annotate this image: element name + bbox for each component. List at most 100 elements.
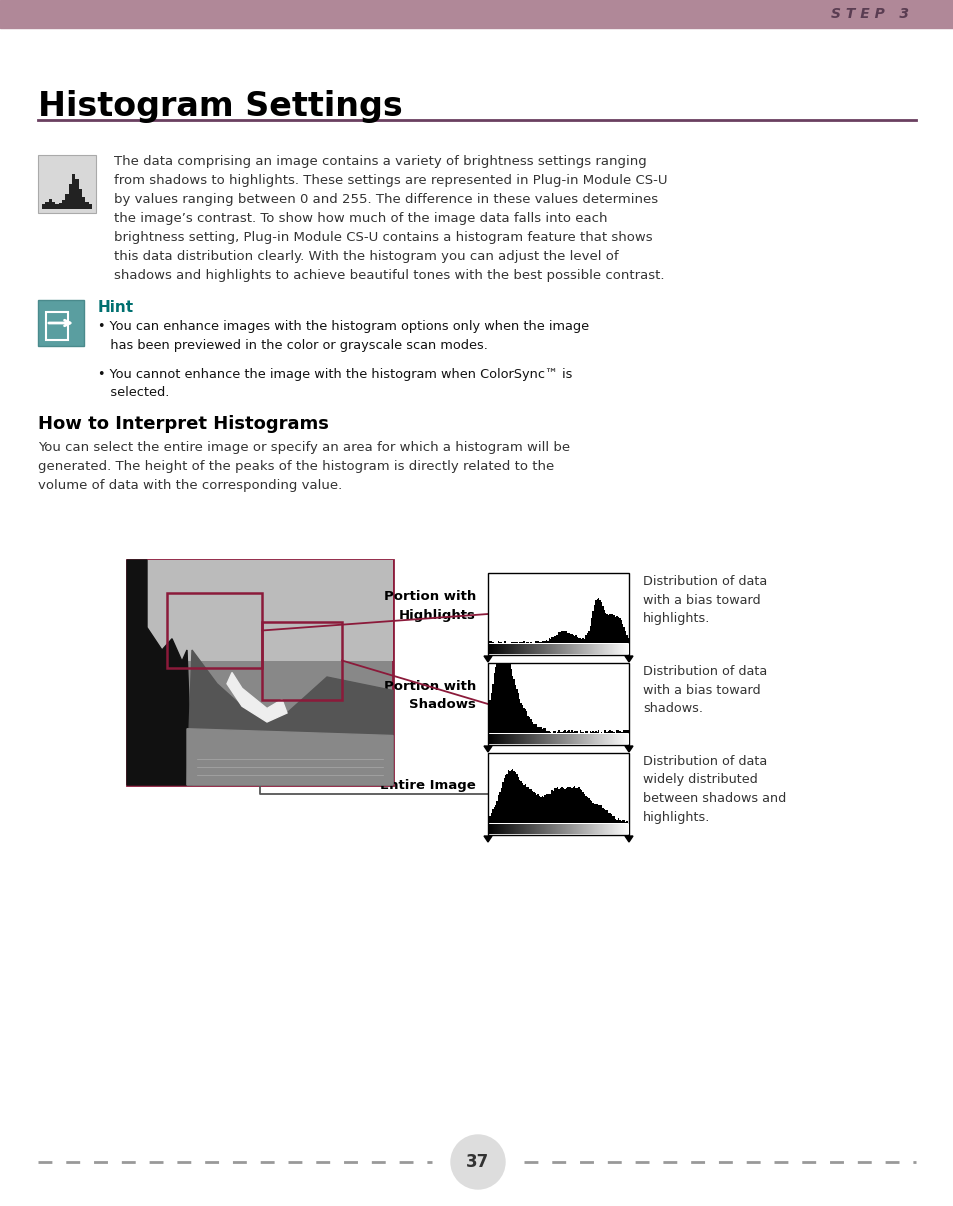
Bar: [566, 633, 568, 643]
Bar: [559, 734, 560, 744]
Bar: [574, 824, 575, 835]
Bar: [551, 644, 552, 654]
Bar: [605, 644, 606, 654]
Bar: [538, 796, 539, 822]
Bar: [588, 644, 589, 654]
Bar: [556, 824, 557, 835]
Bar: [539, 644, 540, 654]
Bar: [627, 638, 628, 643]
Bar: [600, 734, 601, 744]
Bar: [500, 824, 501, 835]
Bar: [571, 734, 572, 744]
Bar: [614, 824, 615, 835]
Bar: [568, 731, 569, 733]
Bar: [547, 734, 548, 744]
Bar: [579, 638, 580, 643]
Bar: [507, 824, 509, 835]
Bar: [585, 734, 586, 744]
Bar: [624, 734, 625, 744]
Bar: [563, 730, 565, 733]
Bar: [613, 734, 614, 744]
Bar: [615, 824, 616, 835]
Bar: [525, 644, 526, 654]
Bar: [544, 644, 545, 654]
Bar: [531, 791, 533, 822]
Bar: [538, 644, 539, 654]
Bar: [511, 734, 512, 744]
Bar: [78, 189, 82, 209]
Bar: [560, 786, 562, 822]
Bar: [622, 644, 623, 654]
Bar: [598, 734, 599, 744]
Bar: [498, 644, 499, 654]
Bar: [521, 706, 522, 733]
Bar: [512, 677, 513, 733]
Bar: [532, 644, 533, 654]
Bar: [574, 785, 575, 822]
Bar: [491, 824, 492, 835]
Bar: [534, 725, 536, 733]
Bar: [530, 734, 531, 744]
Bar: [506, 824, 507, 835]
Bar: [565, 734, 566, 744]
Bar: [569, 633, 571, 643]
Bar: [535, 824, 536, 835]
Bar: [536, 644, 537, 654]
Bar: [607, 731, 609, 733]
Bar: [625, 824, 626, 835]
Bar: [536, 640, 537, 643]
Bar: [567, 644, 568, 654]
Bar: [612, 731, 613, 733]
Bar: [621, 644, 622, 654]
Bar: [542, 734, 543, 744]
Bar: [38, 300, 84, 346]
Bar: [578, 788, 579, 822]
Bar: [513, 734, 514, 744]
Bar: [555, 734, 556, 744]
Bar: [610, 734, 612, 744]
Bar: [488, 573, 628, 655]
Bar: [532, 824, 533, 835]
Bar: [496, 824, 497, 835]
Bar: [493, 673, 495, 733]
Bar: [505, 644, 506, 654]
Bar: [603, 644, 604, 654]
Bar: [500, 663, 501, 733]
Bar: [559, 824, 560, 835]
Bar: [604, 734, 605, 744]
Bar: [527, 644, 529, 654]
Bar: [603, 734, 604, 744]
Bar: [560, 644, 561, 654]
Bar: [544, 734, 545, 744]
Bar: [613, 816, 615, 822]
Bar: [501, 663, 503, 733]
Bar: [517, 824, 518, 835]
Bar: [577, 788, 578, 822]
Polygon shape: [127, 560, 192, 785]
Bar: [596, 824, 597, 835]
Bar: [603, 610, 604, 643]
Bar: [621, 734, 622, 744]
Bar: [614, 734, 615, 744]
Bar: [507, 771, 509, 822]
Bar: [492, 642, 493, 643]
Bar: [584, 734, 585, 744]
Bar: [572, 644, 573, 654]
Bar: [559, 644, 560, 654]
Bar: [558, 824, 559, 835]
Bar: [596, 732, 598, 733]
Bar: [503, 640, 504, 643]
Bar: [546, 734, 547, 744]
Bar: [624, 730, 625, 733]
Bar: [511, 824, 512, 835]
Bar: [490, 642, 492, 643]
Bar: [565, 788, 566, 822]
Bar: [616, 616, 618, 643]
Bar: [585, 731, 586, 733]
Bar: [617, 824, 618, 835]
Bar: [595, 601, 596, 643]
Text: S T E P   3: S T E P 3: [830, 7, 908, 21]
Bar: [615, 644, 616, 654]
Bar: [599, 644, 600, 654]
Bar: [612, 614, 613, 643]
